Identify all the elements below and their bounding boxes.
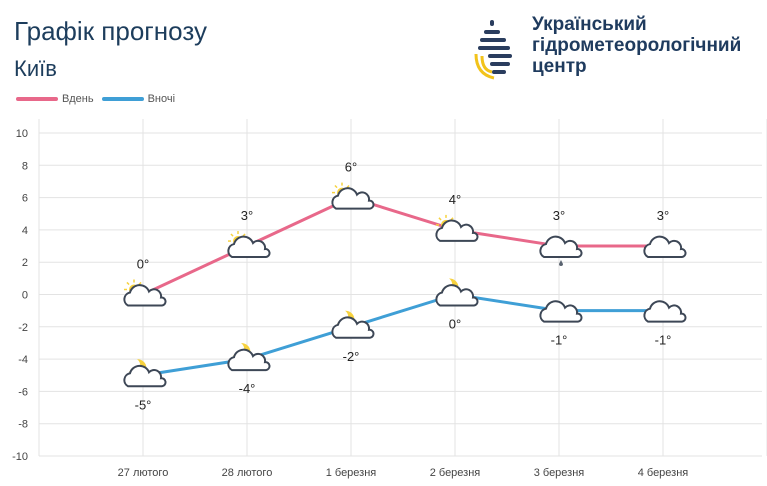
y-tick-label: 6 — [22, 193, 28, 205]
data-label: -1° — [655, 333, 672, 348]
legend-swatch — [16, 97, 58, 101]
partly-sunny-icon — [435, 214, 479, 242]
partly-sunny-icon — [123, 279, 167, 307]
y-tick-label: -6 — [18, 386, 28, 398]
data-label: -2° — [343, 349, 360, 364]
org-line: гідрометеорологічний — [532, 35, 742, 56]
sun-ray — [334, 184, 338, 189]
data-label: 3° — [657, 208, 669, 223]
y-tick-label: 4 — [22, 225, 28, 237]
y-tick-label: -8 — [18, 419, 28, 431]
x-tick-label: 3 березня — [534, 467, 585, 479]
cloud-shape — [435, 284, 479, 307]
org-name: Український гідрометеорологічний центр — [532, 14, 741, 77]
legend-label: Вдень — [62, 93, 94, 105]
page-title: Графік прогнозу — [14, 16, 207, 46]
sun-ray — [438, 217, 442, 221]
legend-day[interactable]: Вдень — [16, 93, 94, 105]
city-name: Київ — [14, 56, 57, 81]
x-tick-label: 28 лютого — [222, 467, 273, 479]
x-tick-label: 1 березня — [326, 467, 377, 479]
org-line: Український — [532, 14, 647, 35]
cloud-shape — [123, 284, 167, 307]
data-label: 6° — [345, 160, 357, 175]
x-tick-label: 27 лютого — [118, 467, 169, 479]
series-line-day — [142, 195, 663, 296]
data-label: -4° — [239, 381, 256, 396]
cloud-shape — [643, 300, 687, 323]
sun-ray — [230, 233, 234, 237]
moon-cloud-icon — [227, 343, 271, 372]
cloud-icon — [643, 235, 687, 259]
data-label: -5° — [135, 397, 152, 412]
y-tick-label: 0 — [22, 290, 28, 302]
x-tick-label: 4 березня — [638, 467, 689, 479]
y-tick-label: -4 — [18, 354, 28, 366]
cloud-icon — [643, 300, 687, 323]
legend-label: Вночі — [147, 93, 176, 105]
legend-night[interactable]: Вночі — [101, 93, 176, 105]
org-line: центр — [532, 56, 587, 77]
series-line-night — [142, 292, 663, 377]
legend-swatch — [101, 97, 144, 101]
partly-sunny-icon — [227, 231, 271, 259]
y-tick-label: -10 — [12, 451, 28, 463]
data-label: 0° — [137, 257, 149, 272]
moon-cloud-icon — [331, 310, 375, 339]
y-tick-label: 10 — [16, 128, 28, 140]
cloud-shape — [123, 364, 167, 388]
cloud-shape — [331, 316, 375, 339]
data-label: 4° — [449, 192, 461, 207]
data-label: 3° — [553, 208, 565, 223]
data-label: -1° — [551, 333, 568, 348]
rain-drop — [559, 260, 563, 267]
cloud-shape — [331, 187, 375, 210]
cloud-shape — [227, 348, 271, 372]
y-tick-label: -2 — [18, 322, 28, 334]
y-tick-label: 8 — [22, 160, 28, 172]
chart-legend: Вдень Вночі — [16, 93, 183, 105]
cloud-icon — [539, 300, 583, 323]
data-label: 3° — [241, 208, 253, 223]
moon-cloud-icon — [435, 278, 479, 307]
cloud-shape — [227, 235, 271, 259]
data-label: 0° — [449, 317, 461, 332]
cloud-rain-icon — [539, 235, 583, 267]
cloud-shape — [539, 300, 583, 323]
sun-ray — [126, 281, 130, 286]
x-tick-label: 2 березня — [430, 467, 481, 479]
cloud-shape — [435, 219, 479, 242]
ugmc-logo-icon — [474, 20, 512, 80]
partly-sunny-icon — [331, 182, 375, 210]
moon-cloud-icon — [123, 359, 167, 388]
y-tick-label: 2 — [22, 257, 28, 269]
cloud-shape — [539, 235, 583, 259]
cloud-shape — [643, 235, 687, 259]
